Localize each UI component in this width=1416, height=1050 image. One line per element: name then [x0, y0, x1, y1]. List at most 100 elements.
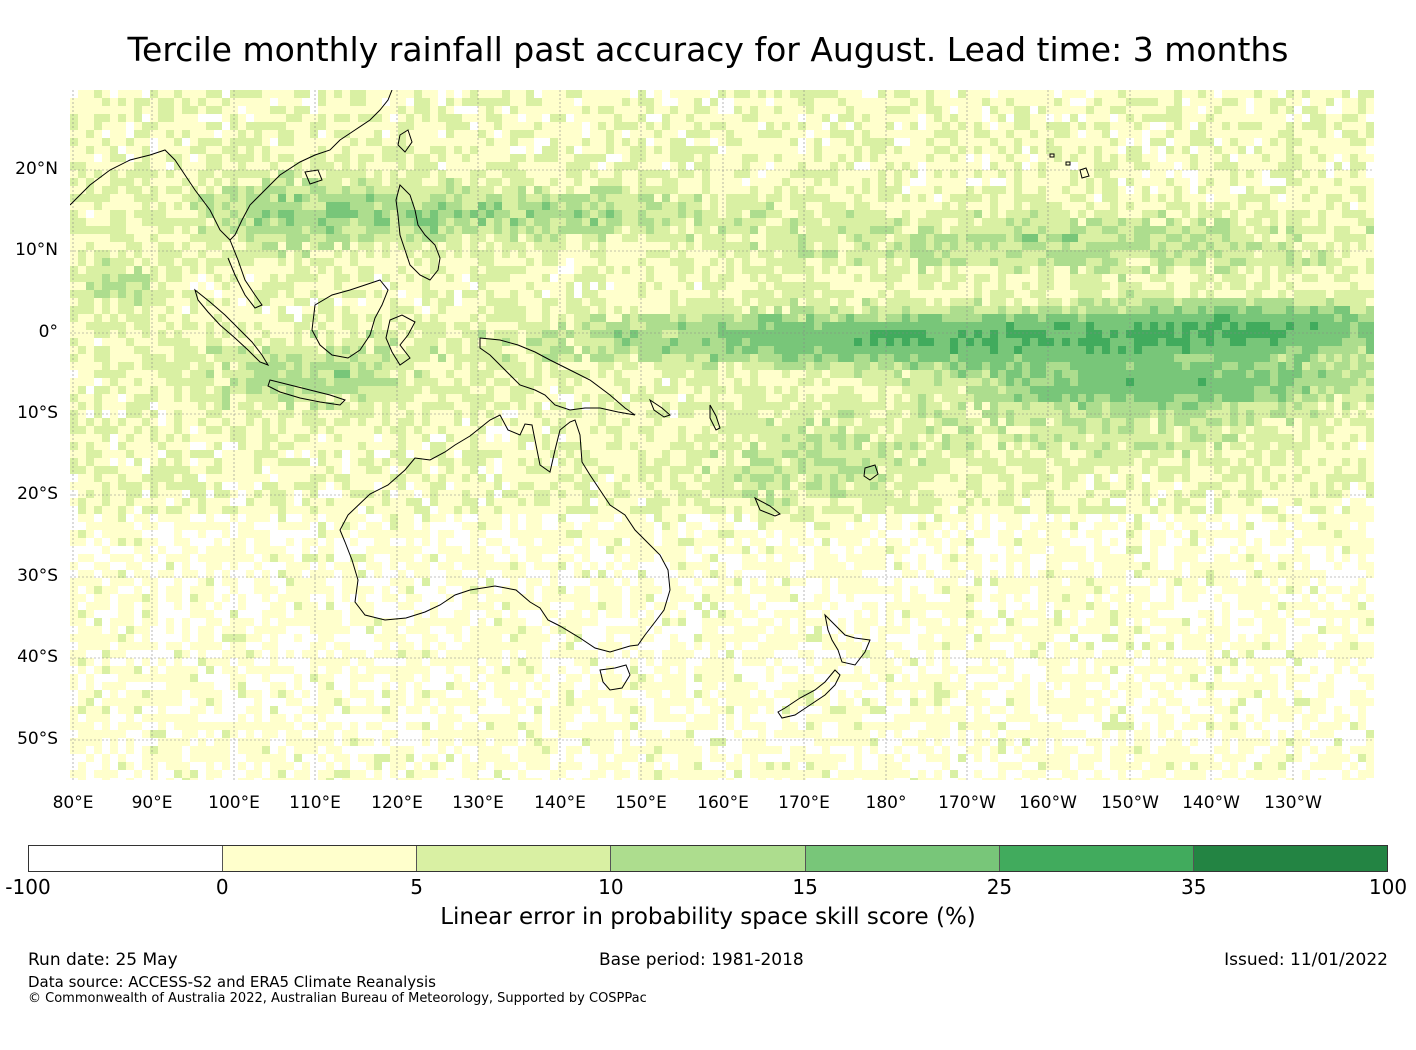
- skill-cell: [646, 170, 654, 178]
- skill-cell: [70, 98, 78, 106]
- skill-cell: [470, 202, 478, 210]
- skill-cell: [902, 114, 910, 122]
- skill-cell: [742, 98, 750, 106]
- skill-cell: [1294, 306, 1302, 314]
- skill-cell: [158, 186, 166, 194]
- skill-cell: [1094, 202, 1102, 210]
- skill-cell: [726, 290, 734, 298]
- skill-cell: [958, 178, 966, 186]
- skill-cell: [94, 250, 102, 258]
- skill-cell: [894, 210, 902, 218]
- skill-cell: [102, 306, 110, 314]
- skill-cell: [830, 202, 838, 210]
- skill-cell: [726, 194, 734, 202]
- skill-cell: [278, 154, 286, 162]
- skill-cell: [542, 258, 550, 266]
- skill-cell: [94, 330, 102, 338]
- skill-cell: [990, 282, 998, 290]
- skill-cell: [446, 298, 454, 306]
- skill-cell: [1006, 298, 1014, 306]
- skill-cell: [150, 186, 158, 194]
- skill-cell: [1102, 162, 1110, 170]
- skill-cell: [1158, 282, 1166, 290]
- skill-cell: [862, 146, 870, 154]
- skill-cell: [582, 266, 590, 274]
- skill-cell: [630, 290, 638, 298]
- skill-cell: [478, 226, 486, 234]
- skill-cell: [1230, 250, 1238, 258]
- skill-cell: [758, 306, 766, 314]
- skill-cell: [814, 274, 822, 282]
- skill-cell: [286, 106, 294, 114]
- skill-cell: [926, 314, 934, 322]
- skill-cell: [1030, 234, 1038, 242]
- skill-cell: [590, 106, 598, 114]
- skill-cell: [326, 226, 334, 234]
- skill-cell: [678, 178, 686, 186]
- skill-cell: [486, 130, 494, 138]
- skill-cell: [806, 154, 814, 162]
- skill-cell: [1014, 282, 1022, 290]
- skill-cell: [1350, 242, 1358, 250]
- skill-cell: [1246, 274, 1254, 282]
- skill-cell: [1094, 322, 1102, 330]
- skill-cell: [646, 322, 654, 330]
- skill-cell: [190, 178, 198, 186]
- skill-cell: [974, 90, 982, 98]
- skill-cell: [1142, 266, 1150, 274]
- skill-cell: [1294, 186, 1302, 194]
- skill-cell: [110, 330, 118, 338]
- skill-cell: [1278, 106, 1286, 114]
- skill-cell: [1230, 282, 1238, 290]
- skill-cell: [966, 234, 974, 242]
- skill-cell: [910, 242, 918, 250]
- skill-cell: [1310, 106, 1318, 114]
- skill-cell: [1030, 218, 1038, 226]
- skill-cell: [926, 178, 934, 186]
- skill-cell: [662, 210, 670, 218]
- skill-cell: [1318, 90, 1326, 98]
- skill-cell: [302, 146, 310, 154]
- skill-cell: [278, 330, 286, 338]
- skill-cell: [78, 162, 86, 170]
- skill-cell: [430, 290, 438, 298]
- skill-cell: [70, 266, 78, 274]
- skill-cell: [846, 154, 854, 162]
- skill-cell: [382, 114, 390, 122]
- skill-cell: [1366, 274, 1374, 282]
- skill-cell: [350, 138, 358, 146]
- skill-cell: [830, 338, 838, 346]
- skill-cell: [1214, 194, 1222, 202]
- skill-cell: [1006, 106, 1014, 114]
- skill-cell: [1278, 114, 1286, 122]
- skill-cell: [166, 330, 174, 338]
- skill-cell: [270, 234, 278, 242]
- skill-cell: [1294, 146, 1302, 154]
- skill-cell: [342, 234, 350, 242]
- skill-cell: [1142, 282, 1150, 290]
- skill-cell: [670, 258, 678, 266]
- skill-cell: [1214, 242, 1222, 250]
- skill-cell: [902, 242, 910, 250]
- skill-cell: [158, 194, 166, 202]
- skill-cell: [542, 178, 550, 186]
- skill-cell: [942, 250, 950, 258]
- skill-cell: [894, 162, 902, 170]
- skill-cell: [86, 322, 94, 330]
- skill-cell: [614, 258, 622, 266]
- skill-cell: [534, 258, 542, 266]
- skill-cell: [670, 154, 678, 162]
- skill-cell: [1286, 338, 1294, 346]
- skill-cell: [1246, 170, 1254, 178]
- skill-cell: [662, 122, 670, 130]
- skill-cell: [1286, 106, 1294, 114]
- skill-cell: [582, 218, 590, 226]
- skill-cell: [414, 138, 422, 146]
- skill-cell: [878, 98, 886, 106]
- skill-cell: [990, 314, 998, 322]
- skill-cell: [742, 322, 750, 330]
- skill-cell: [854, 194, 862, 202]
- skill-cell: [1174, 98, 1182, 106]
- skill-cell: [470, 266, 478, 274]
- skill-cell: [1110, 122, 1118, 130]
